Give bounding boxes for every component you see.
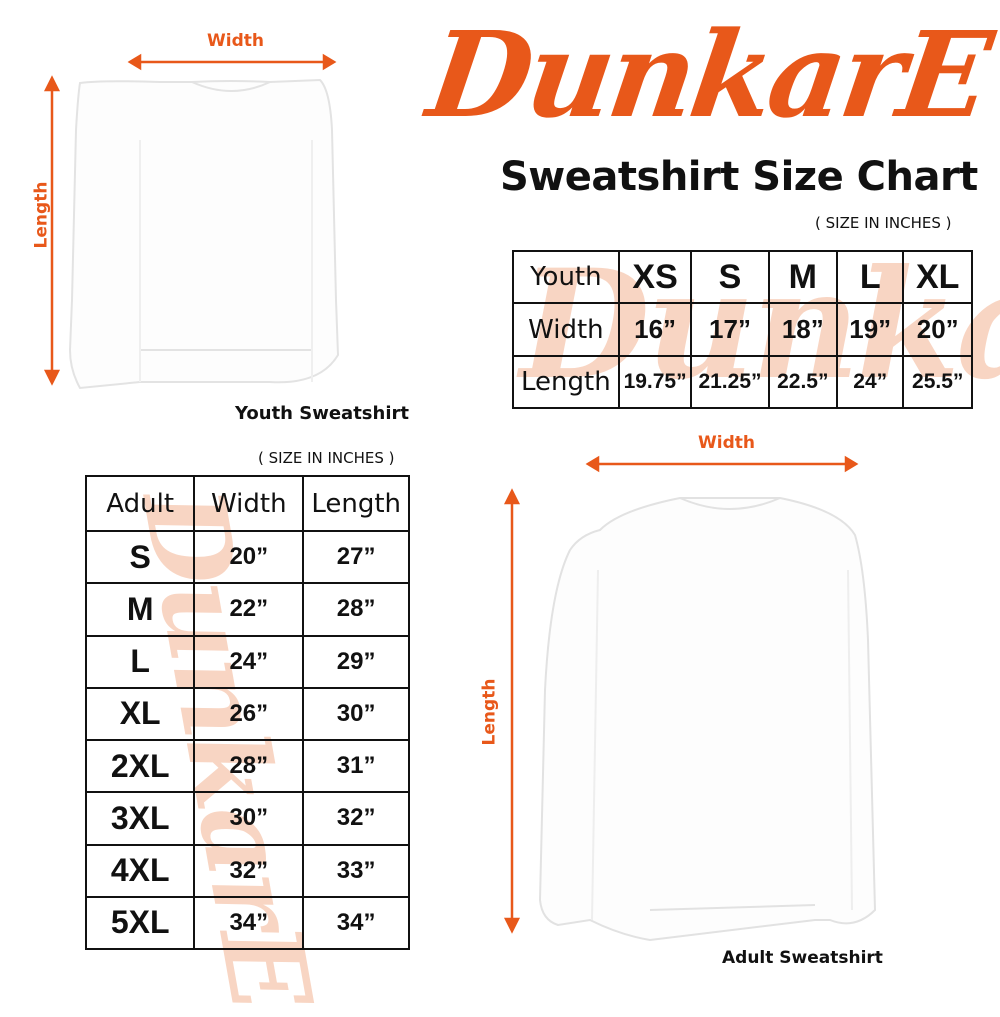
youth-width-arrow-icon [127, 53, 337, 71]
adult-size-label: 5XL [84, 895, 196, 951]
youth-measurement-cell: 24” [836, 355, 905, 409]
adult-measurement-cell: 34” [302, 895, 410, 951]
adult-caption: Adult Sweatshirt [722, 948, 883, 968]
adult-size-row: 4XL 32” 33” [84, 843, 410, 898]
adult-width-label: Width [698, 433, 755, 453]
adult-measurement-cell: 30” [193, 791, 305, 846]
youth-length-row: Length 19.75” 21.25” 22.5” 24” 25.5” [512, 355, 973, 409]
youth-header-row: Youth XS S M L XL [512, 250, 973, 304]
youth-length-arrow-icon [43, 75, 61, 386]
adult-measurement-cell: 32” [193, 843, 305, 898]
adult-measurement-cell: 31” [302, 738, 410, 794]
brand-logo: DunkarE [420, 5, 997, 144]
youth-caption: Youth Sweatshirt [235, 403, 409, 424]
youth-sweatshirt-figure [43, 53, 340, 390]
youth-measurement-cell: 19” [836, 302, 905, 357]
adult-size-label: S [84, 529, 196, 585]
adult-size-row: XL 26” 30” [84, 686, 410, 742]
adult-measurement-cell: 32” [302, 791, 410, 846]
adult-measurement-cell: 24” [193, 634, 305, 689]
youth-measurement-cell: 21.25” [690, 355, 770, 409]
adult-size-label: 2XL [84, 738, 196, 794]
adult-measurement-cell: 20” [193, 529, 305, 585]
youth-size-header: XL [902, 250, 973, 304]
youth-measurement-cell: 18” [767, 302, 839, 357]
youth-size-header: M [767, 250, 839, 304]
adult-measurement-cell: 33” [302, 843, 410, 898]
adult-measurement-cell: 28” [302, 582, 410, 637]
adult-measurement-cell: 34” [193, 895, 305, 951]
youth-size-header: L [836, 250, 905, 304]
adult-size-row: 2XL 28” 31” [84, 738, 410, 794]
adult-measurement-cell: 26” [193, 686, 305, 742]
adult-measurement-cell: 29” [302, 634, 410, 689]
adult-size-row: M 22” 28” [84, 582, 410, 637]
youth-row-label: Length [512, 355, 620, 409]
adult-measurement-cell: 30” [302, 686, 410, 742]
youth-size-header: S [690, 250, 770, 304]
adult-size-table: Adult Width Length S 20” 27” M 22” 28” L 24” 29” XL 2… [84, 475, 410, 951]
adult-column-header: Length [302, 475, 410, 532]
adult-measurement-cell: 28” [193, 738, 305, 794]
adult-sweatshirt-figure [503, 455, 877, 942]
adult-unit-note: ( SIZE IN INCHES ) [258, 449, 395, 467]
adult-size-row: L 24” 29” [84, 634, 410, 689]
youth-measurement-cell: 16” [617, 302, 693, 357]
adult-column-header: Width [193, 475, 305, 532]
youth-size-header: XS [617, 250, 693, 304]
youth-row-label: Width [512, 302, 620, 357]
youth-label-header: Youth [512, 250, 620, 304]
adult-width-arrow-icon [585, 455, 859, 473]
adult-size-label: XL [84, 686, 196, 742]
adult-size-row: 3XL 30” 32” [84, 791, 410, 846]
youth-width-row: Width 16” 17” 18” 19” 20” [512, 302, 973, 357]
page-title: Sweatshirt Size Chart [500, 154, 978, 200]
youth-measurement-cell: 19.75” [617, 355, 693, 409]
adult-measurement-cell: 27” [302, 529, 410, 585]
youth-unit-note: ( SIZE IN INCHES ) [815, 214, 952, 232]
adult-column-header: Adult [84, 475, 196, 532]
adult-size-label: L [84, 634, 196, 689]
adult-length-arrow-icon [503, 488, 521, 934]
youth-width-label: Width [207, 31, 264, 51]
youth-size-table: Youth XS S M L XL Width 16” 17” 18” 19” 20” Length… [512, 250, 973, 409]
youth-measurement-cell: 17” [690, 302, 770, 357]
adult-measurement-cell: 22” [193, 582, 305, 637]
adult-size-row: 5XL 34” 34” [84, 895, 410, 951]
adult-size-label: 4XL [84, 843, 196, 898]
adult-header-row: Adult Width Length [84, 475, 410, 532]
adult-size-label: M [84, 582, 196, 637]
adult-size-row: S 20” 27” [84, 529, 410, 585]
youth-measurement-cell: 25.5” [902, 355, 973, 409]
youth-measurement-cell: 20” [902, 302, 973, 357]
adult-sweatshirt-icon [538, 497, 877, 942]
youth-sweatshirt-icon [68, 78, 340, 390]
youth-measurement-cell: 22.5” [767, 355, 839, 409]
adult-size-label: 3XL [84, 791, 196, 846]
